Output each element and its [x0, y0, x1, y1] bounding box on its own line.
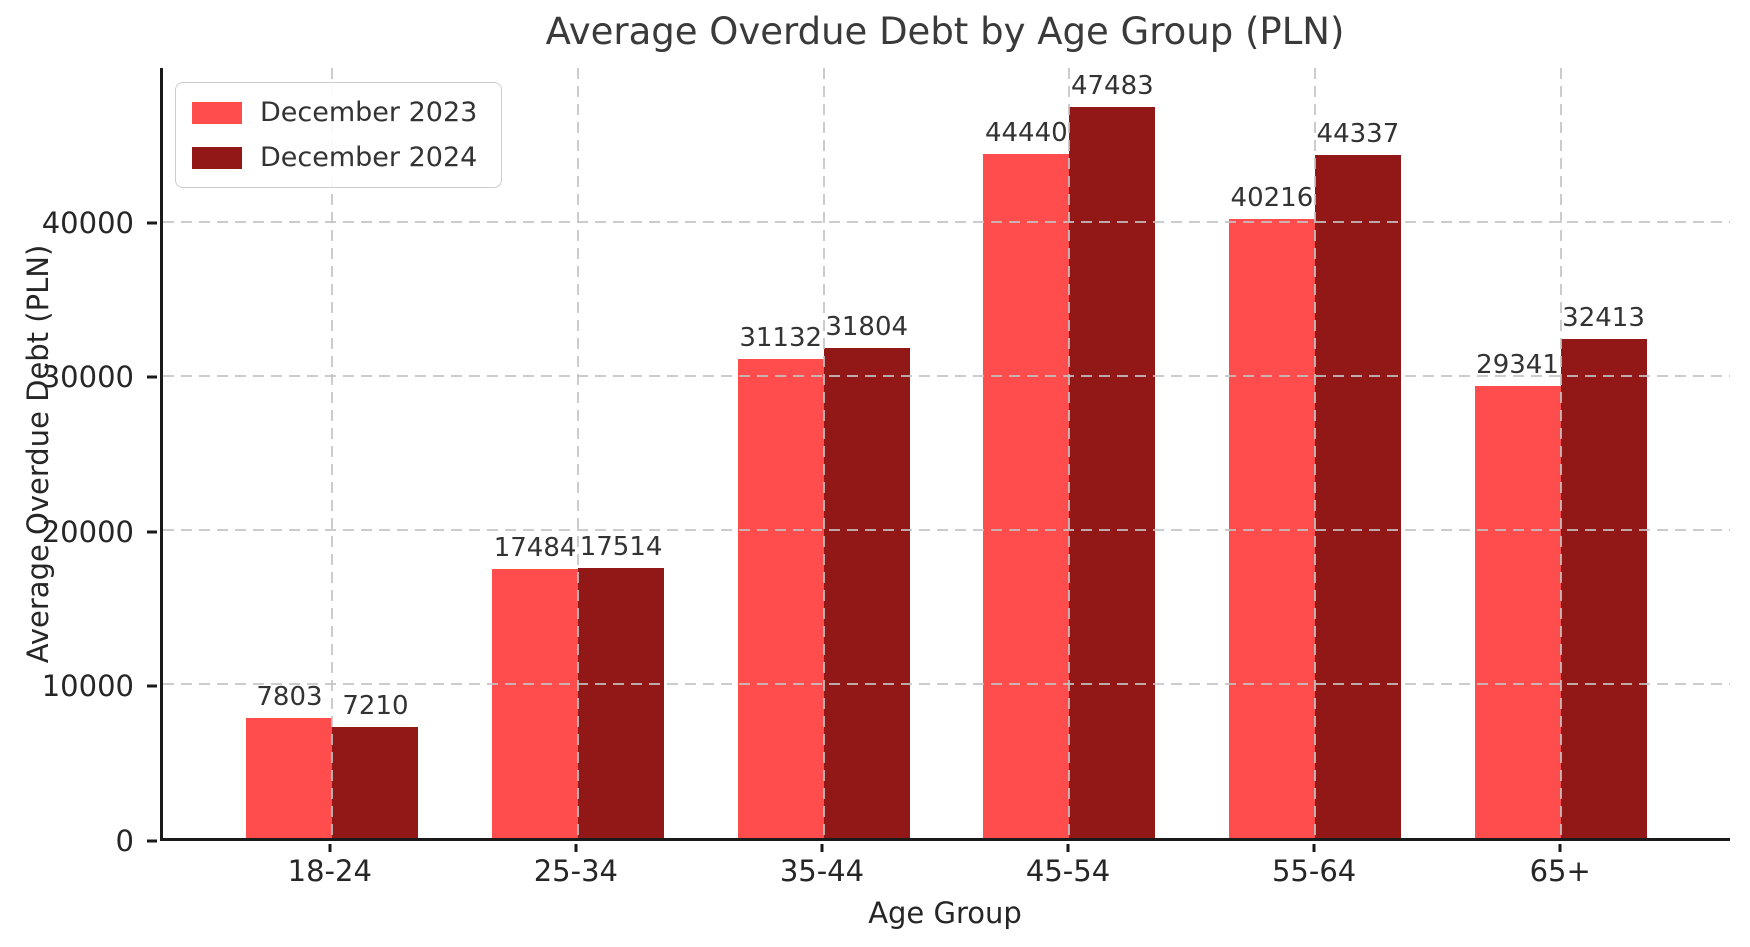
bar-december-2023-65+ [1474, 386, 1561, 838]
value-label-december-2023-25-34: 17484 [493, 532, 577, 563]
bar-december-2024-18-24 [332, 726, 419, 838]
y-tick-label: 0 [115, 824, 134, 858]
x-tick-label: 18-24 [287, 854, 372, 888]
x-axis: 18-24 25-34 35-44 45-54 55-64 65+ [160, 844, 1730, 894]
x-tick-label: 65+ [1529, 854, 1591, 888]
value-label-december-2023-18-24: 7803 [256, 681, 323, 712]
legend-swatch-december-2024 [192, 146, 242, 169]
x-tick-mark [1312, 844, 1316, 852]
y-tick-mark [147, 221, 157, 225]
x-tick-mark [820, 844, 824, 852]
value-label-december-2024-18-24: 7210 [342, 690, 409, 721]
y-tick-mark [147, 375, 157, 379]
bar-december-2023-55-64 [1228, 218, 1315, 838]
bar-december-2024-55-64 [1314, 155, 1401, 838]
value-label-december-2024-25-34: 17514 [579, 532, 663, 563]
bar-december-2023-18-24 [246, 717, 333, 838]
gridline-horizontal [163, 221, 1730, 223]
legend-label: December 2024 [260, 142, 478, 173]
bar-december-2023-25-34 [492, 568, 579, 838]
bar-december-2023-35-44 [737, 358, 824, 838]
plot-area: December 2023 December 2024 7803 7210 17484… [160, 68, 1730, 841]
x-tick-label: 25-34 [533, 854, 619, 888]
value-label-december-2023-65+: 29341 [1476, 350, 1559, 381]
y-tick-mark [147, 684, 157, 688]
x-tick-mark [574, 844, 578, 852]
y-axis: 0 10000 20000 30000 40000 [0, 68, 160, 858]
y-tick-mark [147, 530, 157, 534]
value-label-december-2023-45-54: 44440 [984, 117, 1068, 148]
legend: December 2023 December 2024 [175, 82, 503, 188]
y-tick-label: 30000 [41, 360, 134, 395]
chart-title: Average Overdue Debt by Age Group (PLN) [545, 10, 1345, 53]
bar-december-2024-45-54 [1069, 106, 1156, 838]
x-tick-mark [328, 844, 332, 852]
x-tick-label: 35-44 [779, 854, 865, 888]
x-tick-label: 45-54 [1025, 854, 1111, 888]
bar-december-2023-45-54 [983, 153, 1070, 838]
legend-item-december-2024: December 2024 [192, 142, 477, 173]
x-tick-mark [1558, 844, 1562, 852]
x-axis-label: Age Group [868, 896, 1022, 930]
bar-december-2024-65+ [1560, 338, 1647, 838]
x-tick-label: 55-64 [1271, 854, 1357, 888]
value-label-december-2023-35-44: 31132 [739, 322, 823, 353]
value-label-december-2024-45-54: 47483 [1070, 70, 1154, 101]
bar-december-2024-25-34 [578, 568, 665, 838]
legend-label: December 2023 [260, 97, 478, 128]
legend-swatch-december-2023 [192, 101, 242, 124]
value-label-december-2023-55-64: 40216 [1230, 182, 1314, 213]
y-tick-mark [147, 839, 157, 843]
value-label-december-2024-55-64: 44337 [1316, 119, 1400, 150]
legend-item-december-2023: December 2023 [192, 97, 477, 128]
bar-december-2024-35-44 [823, 348, 910, 838]
y-tick-label: 10000 [41, 669, 134, 704]
y-tick-label: 40000 [41, 205, 134, 240]
value-label-december-2024-65+: 32413 [1562, 302, 1645, 333]
x-tick-mark [1066, 844, 1070, 852]
value-label-december-2024-35-44: 31804 [825, 312, 909, 343]
y-tick-label: 20000 [41, 514, 134, 549]
